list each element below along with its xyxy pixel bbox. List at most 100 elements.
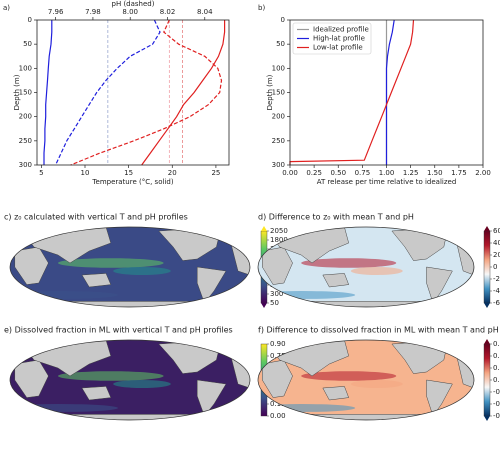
map-outline bbox=[257, 339, 475, 421]
colorbar-tick-label: 50 bbox=[270, 299, 279, 307]
y-axis-label: Depth (m) bbox=[13, 74, 21, 110]
profile-line bbox=[141, 20, 226, 166]
y-tick-label: 200 bbox=[272, 113, 285, 121]
land bbox=[10, 414, 250, 420]
colorbar bbox=[483, 343, 491, 417]
x-tick-label: 10 bbox=[81, 169, 90, 177]
colorbar-extend bbox=[484, 339, 490, 344]
x-tick-label: 0.50 bbox=[330, 169, 346, 177]
ocean-pattern bbox=[350, 380, 403, 388]
panel-label: b) bbox=[258, 4, 265, 12]
x-tick-label: 1.75 bbox=[451, 169, 467, 177]
land bbox=[322, 386, 350, 401]
profile-line bbox=[385, 19, 395, 165]
y-tick-label: 150 bbox=[19, 89, 32, 97]
x-tick-label: 0.75 bbox=[355, 169, 371, 177]
legend-label: High-lat profile bbox=[313, 35, 365, 43]
colorbar-extend bbox=[484, 226, 490, 231]
legend-label: Idealized profile bbox=[313, 26, 369, 34]
colorbar-tick-label: 60 bbox=[493, 227, 500, 235]
plot-frame bbox=[36, 19, 230, 166]
x2-tick-label: 7.98 bbox=[85, 8, 101, 16]
land bbox=[258, 414, 474, 420]
ocean-pattern bbox=[301, 258, 397, 268]
colorbar-tick-label: -0.06 bbox=[493, 388, 500, 396]
colorbar-tick-label: 300 bbox=[270, 290, 283, 298]
ocean-pattern bbox=[58, 258, 164, 268]
colorbar-tick-label: 0 bbox=[493, 263, 497, 271]
colorbar-extend bbox=[484, 303, 490, 308]
map bbox=[10, 227, 250, 307]
panel-label: a) bbox=[3, 4, 10, 12]
colorbar bbox=[483, 230, 491, 304]
legend-box bbox=[292, 22, 372, 55]
map-outline bbox=[9, 339, 251, 421]
y-tick-label: 150 bbox=[272, 89, 285, 97]
profile-line bbox=[55, 19, 161, 166]
colorbar-tick-label: -0.18 bbox=[493, 412, 500, 420]
x-tick-label: 25 bbox=[211, 169, 220, 177]
map-outline bbox=[257, 226, 475, 308]
colorbar-tick-label: -0.12 bbox=[493, 400, 500, 408]
x-axis-label: AT release per time relative to idealize… bbox=[317, 178, 457, 186]
x-tick-label: 2.00 bbox=[475, 169, 491, 177]
y-tick-label: 0 bbox=[28, 16, 32, 24]
y-tick-label: 300 bbox=[272, 161, 285, 169]
map-title: e) Dissolved fraction in ML with vertica… bbox=[4, 326, 233, 335]
ocean-pattern bbox=[10, 291, 118, 299]
land bbox=[322, 273, 350, 288]
colorbar-tick-label: 1800 bbox=[270, 236, 288, 244]
x-tick-label: 1.50 bbox=[427, 169, 443, 177]
y-tick-label: 200 bbox=[19, 113, 32, 121]
colorbar-tick-label: 0.06 bbox=[493, 364, 500, 372]
y-tick-label: 100 bbox=[19, 64, 32, 72]
profile-line bbox=[43, 20, 53, 165]
x2-tick-label: 7.96 bbox=[48, 8, 64, 16]
colorbar-tick-label: 0.18 bbox=[493, 340, 500, 348]
colorbar-tick-label: 0.12 bbox=[493, 352, 500, 360]
y-tick-label: 250 bbox=[272, 137, 285, 145]
land bbox=[10, 301, 250, 307]
land bbox=[81, 386, 112, 401]
y-axis-label: Depth (m) bbox=[266, 74, 274, 110]
ocean-pattern bbox=[301, 371, 397, 381]
colorbar-tick-label: -40 bbox=[493, 287, 500, 295]
ocean-pattern bbox=[113, 267, 171, 275]
x-tick-label: 1.00 bbox=[379, 169, 395, 177]
x2-axis-label: pH (dashed) bbox=[112, 0, 155, 8]
x2-tick-label: 8.00 bbox=[122, 8, 138, 16]
x-tick-label: 0.00 bbox=[282, 169, 298, 177]
x-axis-label: Temperature (°C, solid) bbox=[91, 178, 173, 186]
land bbox=[258, 301, 474, 307]
map-outline bbox=[9, 226, 251, 308]
colorbar-tick-label: 0.15 bbox=[270, 400, 286, 408]
colorbar-tick-label: 20 bbox=[493, 251, 500, 259]
y-tick-label: 100 bbox=[272, 64, 285, 72]
colorbar-extend bbox=[484, 416, 490, 421]
map bbox=[258, 227, 474, 307]
ocean-pattern bbox=[350, 267, 403, 275]
colorbar-tick-label: 0.00 bbox=[270, 412, 286, 420]
land bbox=[81, 273, 112, 288]
map-title: c) z₀ calculated with vertical T and pH … bbox=[4, 213, 188, 222]
x2-tick-label: 8.02 bbox=[160, 8, 176, 16]
map-title: d) Difference to z₀ with mean T and pH bbox=[258, 213, 414, 222]
colorbar-tick-label: 40 bbox=[493, 239, 500, 247]
colorbar-tick-label: 0.90 bbox=[270, 340, 286, 348]
x-tick-label: 0.25 bbox=[306, 169, 322, 177]
y-tick-label: 50 bbox=[276, 40, 285, 48]
y-tick-label: 250 bbox=[19, 137, 32, 145]
x-tick-label: 15 bbox=[124, 169, 133, 177]
x-tick-label: 20 bbox=[168, 169, 177, 177]
x-tick-label: 5 bbox=[39, 169, 43, 177]
legend-label: Low-lat profile bbox=[313, 44, 363, 52]
colorbar-tick-label: 0.75 bbox=[270, 352, 286, 360]
ocean-pattern bbox=[58, 371, 164, 381]
profile-line bbox=[70, 19, 223, 166]
y-tick-label: 0 bbox=[281, 16, 285, 24]
colorbar-tick-label: 0.00 bbox=[493, 376, 500, 384]
ocean-pattern bbox=[10, 404, 118, 412]
x-tick-label: 1.25 bbox=[403, 169, 419, 177]
map bbox=[10, 340, 250, 420]
x2-tick-label: 8.04 bbox=[197, 8, 213, 16]
